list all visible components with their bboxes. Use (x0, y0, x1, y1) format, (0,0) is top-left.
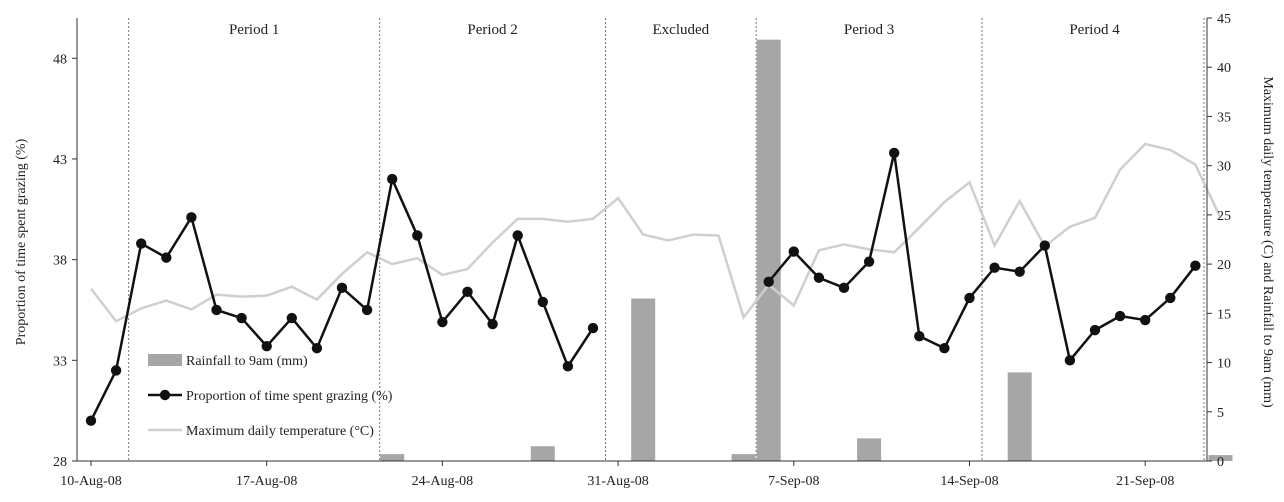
period-label: Period 1 (229, 22, 279, 38)
right-tick-label: 20 (1217, 258, 1231, 273)
grazing-point (387, 173, 398, 185)
rainfall-bar (530, 446, 555, 461)
grazing-point (286, 312, 297, 324)
grazing-point (412, 230, 423, 241)
period-label: Period 4 (1069, 22, 1120, 38)
chart-legend: Rainfall to 9am (mm) Proportion of time s… (148, 354, 393, 439)
right-tick-label: 35 (1217, 110, 1231, 125)
right-tick-label: 40 (1217, 61, 1231, 76)
grazing-point (161, 252, 172, 263)
grazing-line-segment (767, 152, 1197, 364)
grazing-point (261, 341, 272, 352)
grazing-point (562, 361, 574, 372)
grazing-point (1064, 355, 1076, 366)
grazing-point (537, 296, 548, 308)
grazing-point (763, 276, 774, 287)
period-label: Period 3 (844, 22, 894, 38)
grazing-point (1190, 260, 1201, 271)
right-tick-label: 5 (1217, 406, 1224, 421)
x-tick-label: 17-Aug-08 (236, 474, 297, 489)
grazing-point (462, 286, 473, 298)
grazing-point (1114, 310, 1126, 322)
grazing-point (186, 212, 197, 223)
grazing-point (1089, 324, 1101, 336)
rainfall-bar (631, 298, 656, 461)
x-tick-label: 31-Aug-08 (587, 474, 648, 489)
grazing-point (487, 318, 498, 330)
grazing-series (85, 147, 1201, 426)
axes: 28 33 38 43 48 0 5 10 15 20 25 30 35 40 45 10-Aug-08 17-… (53, 12, 1231, 489)
grazing-point (838, 282, 850, 294)
grazing-point (1165, 292, 1176, 304)
grazing-point (587, 322, 599, 334)
grazing-point (1140, 314, 1151, 326)
grazing-point (211, 304, 222, 316)
left-tick-label: 28 (53, 455, 67, 470)
grazing-point (512, 230, 523, 241)
legend-swatch-grazing-marker (159, 389, 171, 401)
left-tick-label: 38 (53, 254, 67, 269)
period-labels: Period 1 Period 2 Excluded Period 3 Period 4 (229, 22, 1120, 38)
grazing-point (236, 312, 247, 324)
grazing-point (964, 292, 975, 304)
right-tick-label: 45 (1217, 12, 1231, 27)
period-dividers (128, 18, 1205, 461)
right-tick-label: 10 (1217, 357, 1231, 372)
period-label: Period 2 (467, 22, 517, 38)
grazing-point (336, 282, 348, 294)
period-label: Excluded (653, 22, 710, 38)
grazing-point (788, 246, 799, 257)
legend-label: Proportion of time spent grazing (%) (186, 389, 393, 404)
grazing-point (85, 415, 97, 426)
right-tick-label: 15 (1217, 307, 1231, 322)
legend-label: Maximum daily temperature (°C) (186, 424, 374, 439)
grazing-point (110, 365, 122, 376)
rainfall-bar (857, 438, 882, 461)
temperature-series (90, 142, 1222, 323)
rainfall-bar (756, 39, 781, 461)
rainfall-bar (380, 454, 405, 461)
x-tick-label: 21-Sep-08 (1116, 474, 1174, 489)
grazing-point (311, 343, 323, 354)
grazing-point (989, 262, 1000, 273)
legend-label: Rainfall to 9am (mm) (186, 354, 308, 369)
temperature-line (90, 142, 1222, 323)
left-tick-label: 33 (53, 354, 67, 369)
grazing-point (914, 330, 925, 342)
right-tick-label: 30 (1217, 160, 1231, 175)
grazing-point (813, 272, 825, 283)
x-tick-label: 10-Aug-08 (60, 474, 121, 489)
grazing-point (437, 316, 448, 328)
grazing-point (939, 343, 950, 354)
rainfall-bars (380, 39, 1233, 461)
grazing-point (863, 256, 875, 267)
right-tick-label: 0 (1217, 455, 1224, 470)
rainfall-bar (1208, 455, 1233, 461)
rainfall-bar (1007, 372, 1032, 461)
x-tick-label: 14-Sep-08 (940, 474, 998, 489)
rainfall-bar (731, 454, 756, 461)
right-axis-title: Maximum daily temperature (C) and Rainfa… (1260, 76, 1275, 408)
x-tick-label: 24-Aug-08 (412, 474, 473, 489)
left-tick-label: 43 (53, 153, 67, 168)
right-tick-label: 25 (1217, 209, 1231, 224)
grazing-point (1014, 266, 1025, 277)
left-tick-label: 48 (53, 52, 67, 67)
x-tick-label: 7-Sep-08 (768, 474, 819, 489)
grazing-point (361, 304, 373, 316)
legend-swatch-rainfall (148, 354, 182, 366)
left-axis-title: Proportion of time spent grazing (%) (14, 138, 29, 345)
grazing-point (1039, 240, 1051, 251)
grazing-point (136, 238, 147, 249)
grazing-point (889, 147, 900, 159)
